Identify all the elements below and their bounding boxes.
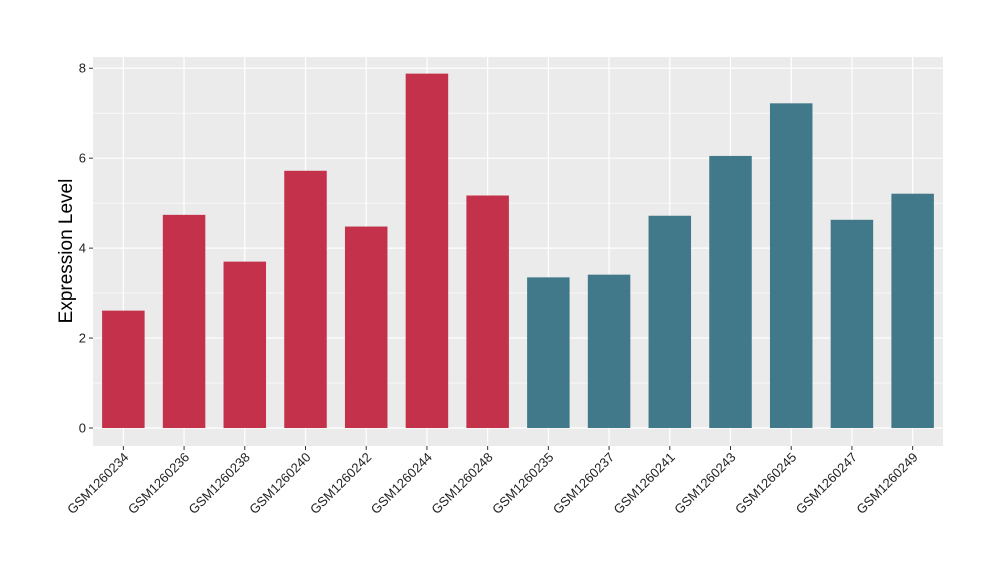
- y-axis-label: Expression Level: [56, 179, 77, 324]
- bar-GSM1260243: [709, 155, 752, 429]
- bar-GSM1260247: [830, 219, 874, 429]
- x-tick-label: GSM1260234: [64, 450, 131, 517]
- x-tick-label: GSM1260244: [368, 450, 435, 517]
- bar-GSM1260248: [466, 195, 509, 429]
- x-tick-label: GSM1260235: [489, 450, 556, 517]
- bar-GSM1260235: [527, 277, 570, 429]
- x-tick-label: GSM1260242: [307, 450, 374, 517]
- x-tick-label: GSM1260248: [428, 450, 495, 517]
- y-axis: 0 2 4 6 8: [79, 61, 93, 436]
- x-axis: GSM1260234GSM1260236GSM1260238GSM1260240…: [64, 446, 921, 517]
- x-tick-label: GSM1260249: [853, 450, 920, 517]
- bar-GSM1260244: [405, 73, 449, 429]
- bar-GSM1260240: [284, 170, 327, 429]
- x-tick-label: GSM1260247: [793, 450, 860, 517]
- y-tick-label: 6: [79, 151, 86, 166]
- bar-GSM1260241: [648, 215, 692, 429]
- x-tick-label: GSM1260240: [246, 450, 313, 517]
- y-tick-label: 0: [79, 421, 86, 436]
- x-tick-label: GSM1260238: [186, 450, 253, 517]
- bar-GSM1260249: [891, 193, 934, 429]
- x-tick-label: GSM1260237: [550, 450, 617, 517]
- plot-panel: [93, 57, 943, 446]
- y-tick-label: 2: [79, 331, 86, 346]
- x-tick-label: GSM1260241: [611, 450, 678, 517]
- y-tick-label: 8: [79, 61, 86, 76]
- x-tick-label: GSM1260245: [732, 450, 799, 517]
- bar-GSM1260242: [344, 226, 388, 429]
- x-tick-label: GSM1260236: [125, 450, 192, 517]
- x-tick-label: GSM1260243: [671, 450, 738, 517]
- bar-GSM1260234: [102, 310, 145, 429]
- bar-GSM1260237: [587, 274, 631, 429]
- y-tick-label: 4: [79, 241, 86, 256]
- bar-GSM1260238: [223, 261, 267, 429]
- bars: [102, 73, 934, 429]
- bar-GSM1260245: [769, 103, 813, 429]
- bar-GSM1260236: [162, 214, 206, 429]
